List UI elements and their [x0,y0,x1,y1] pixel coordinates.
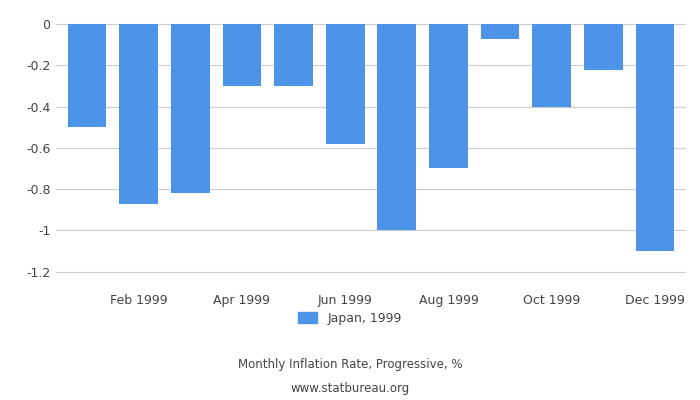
Bar [326,24,365,144]
Legend: Japan, 1999: Japan, 1999 [293,307,407,330]
Bar [171,24,209,193]
Text: www.statbureau.org: www.statbureau.org [290,382,410,395]
Bar [119,24,158,204]
Text: Monthly Inflation Rate, Progressive, %: Monthly Inflation Rate, Progressive, % [238,358,462,371]
Bar [274,24,313,86]
Bar [68,24,106,127]
Bar [481,24,519,39]
Bar [584,24,623,70]
Bar [533,24,571,107]
Bar [377,24,416,230]
Bar [636,24,674,251]
Bar [223,24,261,86]
Bar [429,24,468,168]
